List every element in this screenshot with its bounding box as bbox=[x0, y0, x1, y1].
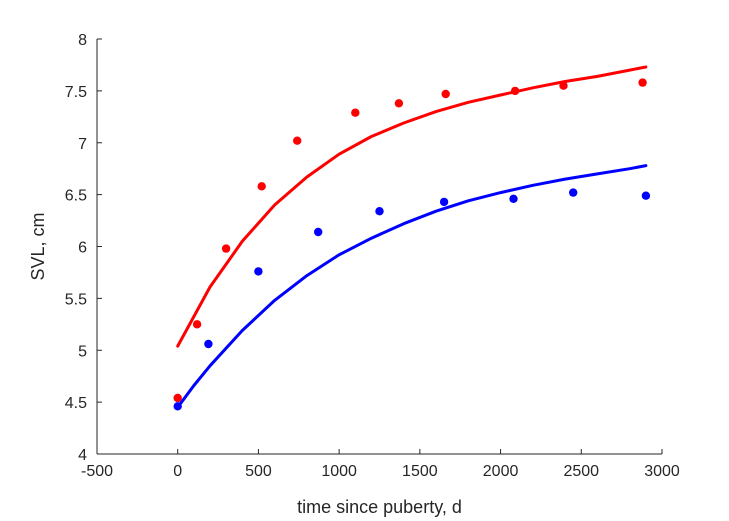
plot-area bbox=[173, 65, 651, 411]
series-1 bbox=[173, 164, 651, 411]
x-ticks: -500 0 500 1000 1500 2000 2500 3000 bbox=[81, 449, 680, 480]
y-tick-label: 6.5 bbox=[65, 188, 87, 205]
data-point bbox=[293, 136, 302, 145]
data-point bbox=[257, 182, 266, 191]
data-point bbox=[375, 207, 384, 216]
x-tick-label: 1000 bbox=[321, 463, 357, 480]
data-point bbox=[441, 89, 450, 99]
data-point bbox=[254, 267, 263, 276]
data-point bbox=[439, 197, 449, 207]
x-axis-label: time since puberty, d bbox=[297, 497, 462, 517]
data-point bbox=[192, 320, 202, 329]
series-0 bbox=[173, 65, 648, 403]
y-ticks: 4 4.5 5 5.5 6 6.5 7 7.5 8 bbox=[65, 32, 102, 464]
y-tick-label: 4 bbox=[78, 447, 87, 464]
x-tick-label: 0 bbox=[173, 463, 182, 480]
data-point bbox=[638, 78, 647, 87]
fit-curve bbox=[176, 164, 648, 409]
y-tick-label: 5 bbox=[78, 343, 87, 360]
x-tick-label: 1500 bbox=[402, 463, 438, 480]
x-tick-label: 2500 bbox=[563, 463, 599, 480]
y-tick-label: 7.5 bbox=[65, 84, 87, 101]
y-tick-label: 4.5 bbox=[65, 395, 87, 412]
axes bbox=[96, 39, 662, 455]
y-axis-label: SVL, cm bbox=[28, 212, 48, 280]
data-point bbox=[221, 244, 231, 253]
data-point bbox=[204, 339, 213, 349]
data-point bbox=[559, 81, 568, 90]
fit-curve bbox=[176, 65, 648, 348]
data-point bbox=[173, 402, 182, 411]
data-point bbox=[173, 393, 182, 403]
y-tick-label: 6 bbox=[78, 240, 87, 257]
y-tick-label: 8 bbox=[78, 32, 87, 49]
x-tick-label: 3000 bbox=[644, 463, 680, 480]
data-point bbox=[641, 191, 651, 200]
data-point bbox=[509, 194, 518, 203]
data-point bbox=[394, 99, 404, 108]
x-tick-label: -500 bbox=[81, 463, 113, 480]
x-tick-label: 2000 bbox=[483, 463, 519, 480]
data-point bbox=[351, 108, 360, 117]
y-tick-label: 7 bbox=[78, 136, 87, 153]
data-point bbox=[314, 227, 323, 237]
data-point bbox=[569, 188, 578, 197]
y-tick-label: 5.5 bbox=[65, 291, 87, 308]
data-point bbox=[510, 86, 520, 96]
x-tick-label: 500 bbox=[245, 463, 272, 480]
